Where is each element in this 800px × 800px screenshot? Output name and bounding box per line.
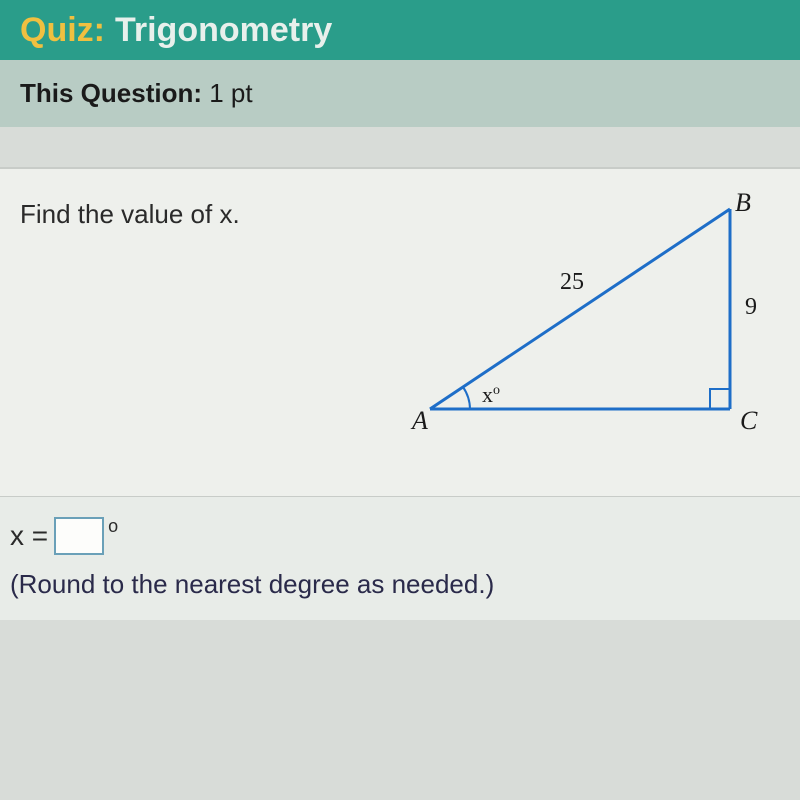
vertex-a-label: A <box>410 406 428 435</box>
question-info-bar: This Question: 1 pt <box>0 60 800 127</box>
degree-symbol: o <box>108 516 118 537</box>
quiz-header: Quiz: Trigonometry <box>0 0 800 60</box>
rounding-hint: (Round to the nearest degree as needed.) <box>10 569 790 600</box>
right-angle-marker <box>710 389 730 409</box>
side-ab <box>430 209 730 409</box>
vertex-b-label: B <box>735 189 751 217</box>
triangle-svg: A B C 25 9 xo <box>410 189 770 449</box>
hypotenuse-label: 25 <box>560 269 584 295</box>
quiz-label: Quiz: <box>20 11 105 50</box>
answer-area: x = o (Round to the nearest degree as ne… <box>0 497 800 620</box>
answer-line: x = o <box>10 517 790 555</box>
opposite-label: 9 <box>745 294 757 320</box>
quiz-title: Trigonometry <box>115 11 332 50</box>
problem-area: Find the value of x. A B C 25 9 xo <box>0 167 800 497</box>
answer-input[interactable] <box>54 517 104 555</box>
triangle-diagram: A B C 25 9 xo <box>410 189 770 449</box>
problem-prompt: Find the value of x. <box>20 199 240 230</box>
question-prefix: This Question: <box>20 78 202 108</box>
vertex-c-label: C <box>740 406 758 435</box>
answer-lhs: x = <box>10 520 48 552</box>
question-points: 1 pt <box>209 78 252 108</box>
angle-arc <box>463 387 470 409</box>
angle-x-label: xo <box>482 382 500 407</box>
